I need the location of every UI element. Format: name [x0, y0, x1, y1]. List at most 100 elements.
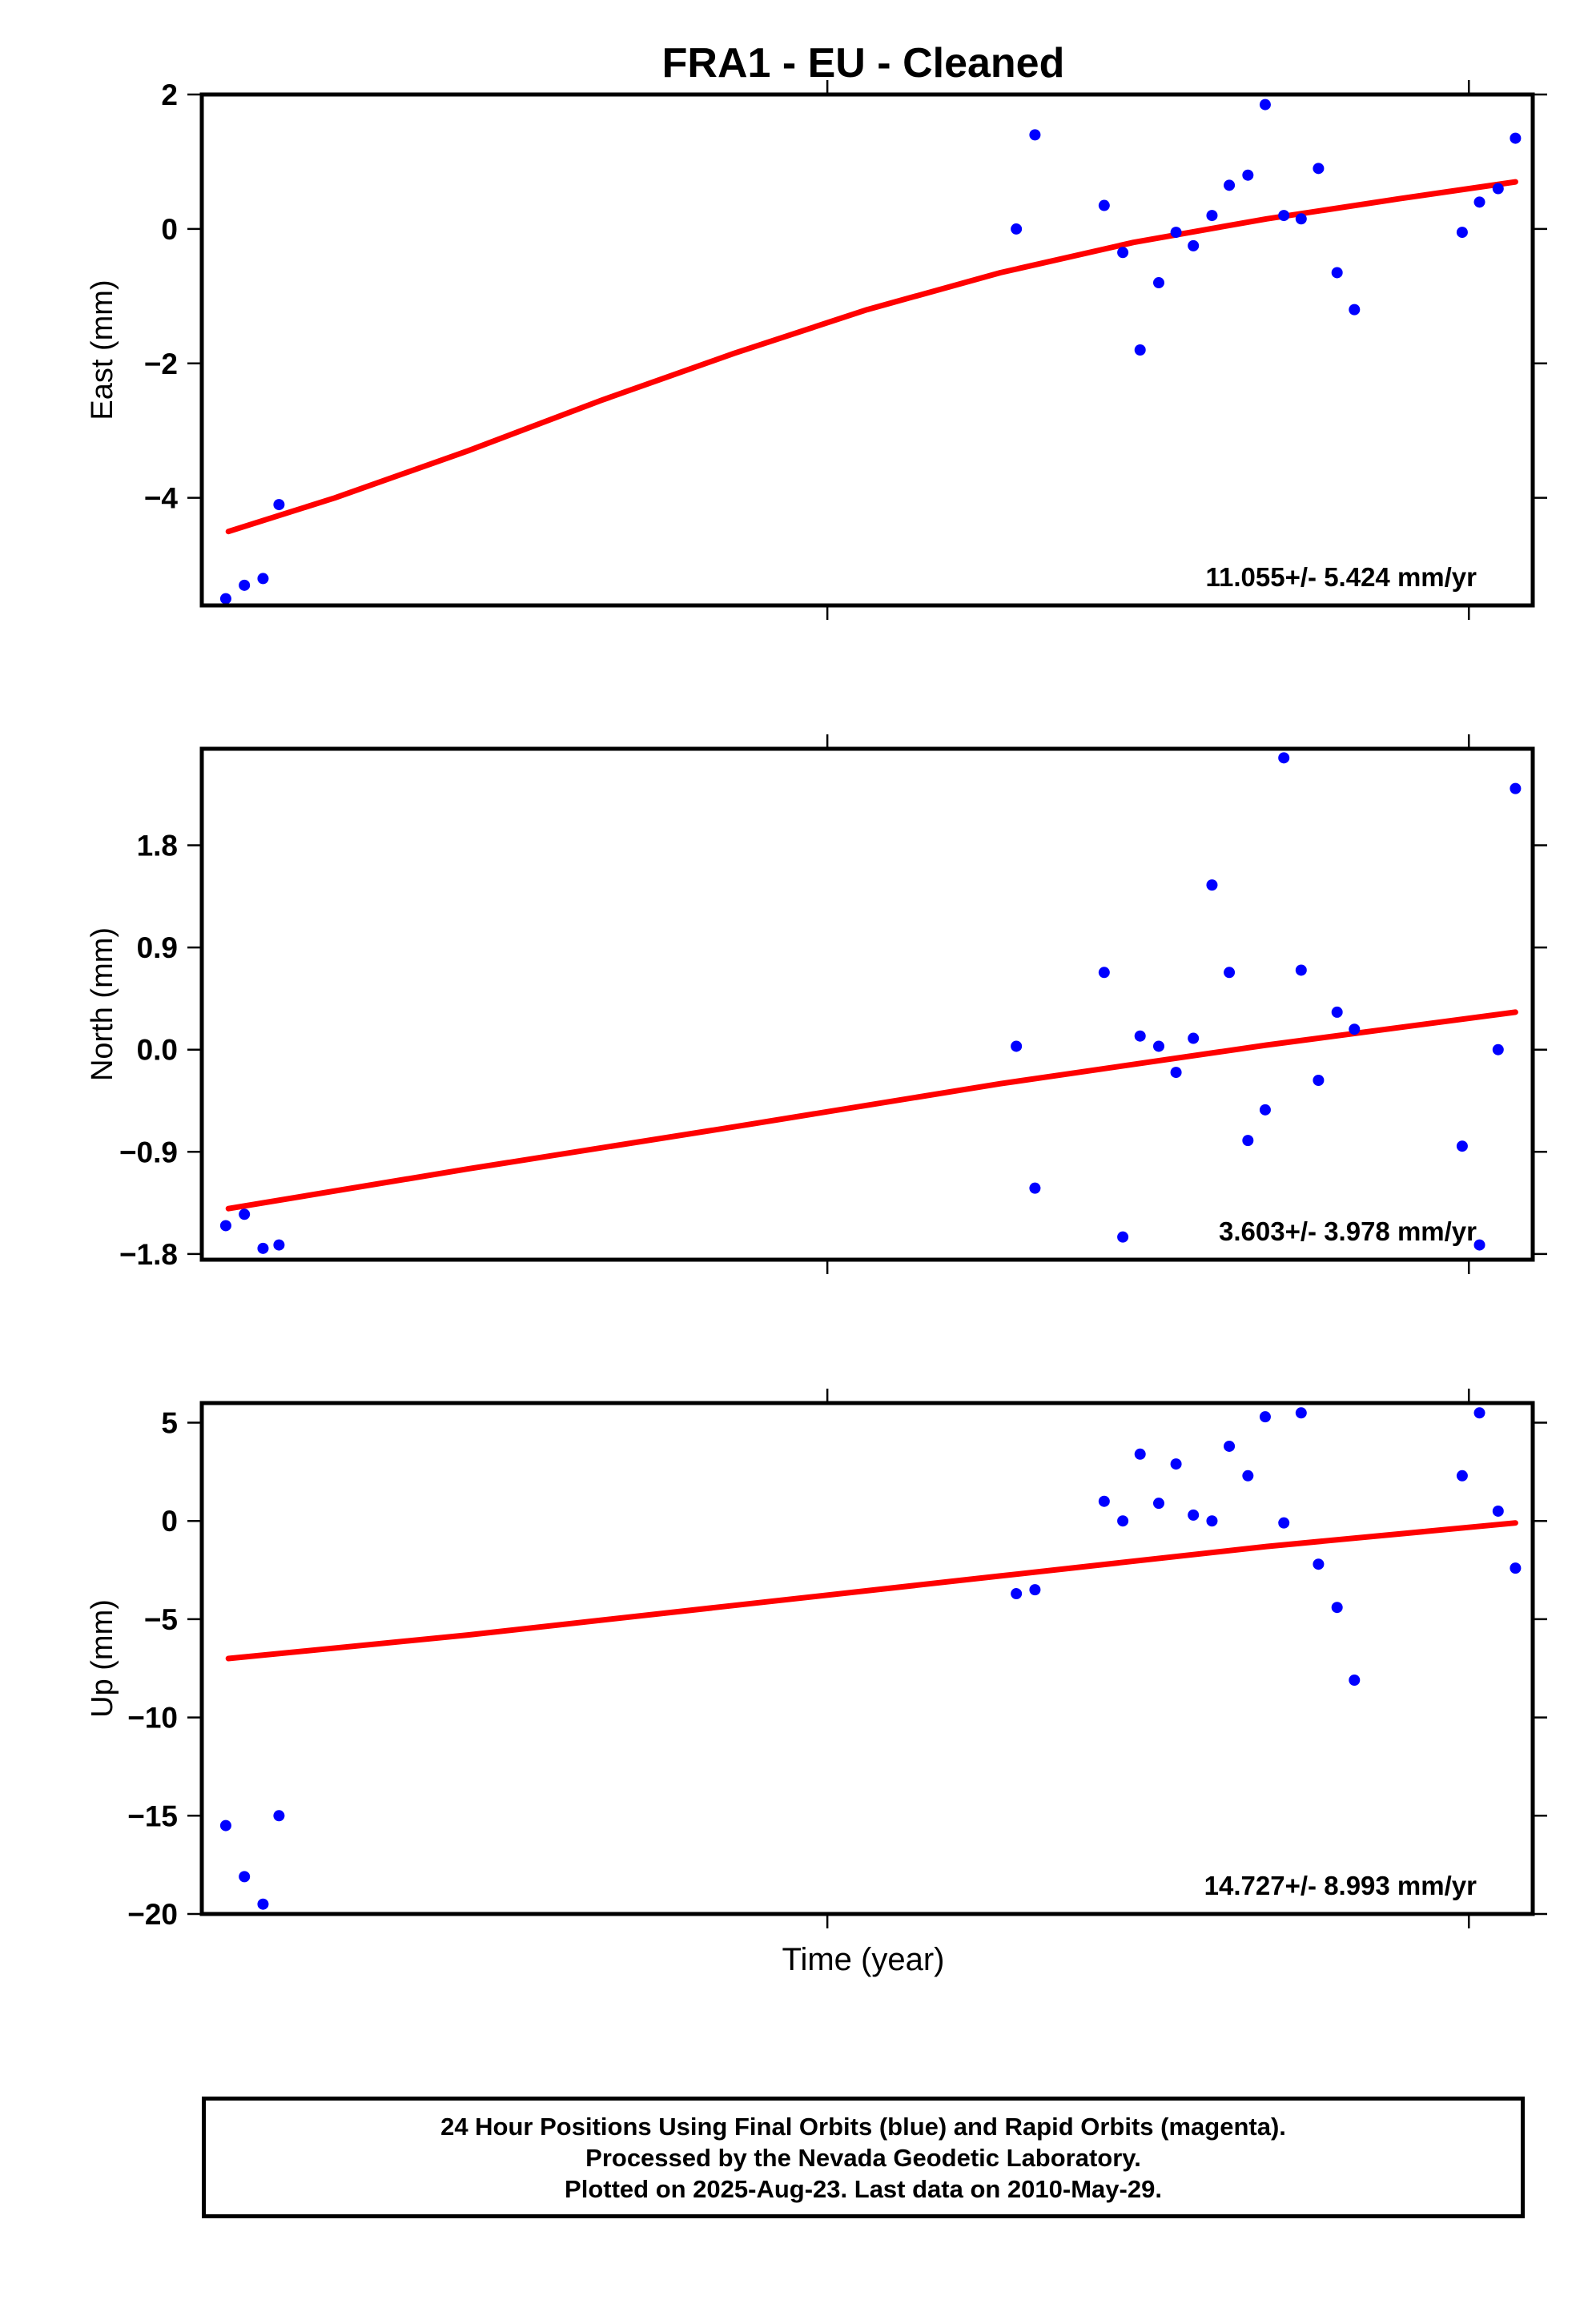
rate-label: 14.727+/- 8.993 mm/yr [1204, 1871, 1477, 1900]
data-point [1011, 1040, 1023, 1052]
y-tick-label: 2 [161, 78, 178, 111]
data-point [219, 1220, 231, 1232]
data-point [1473, 1239, 1485, 1251]
data-point [1313, 1558, 1325, 1570]
data-point [1259, 99, 1271, 111]
data-point [1152, 277, 1164, 289]
data-point [1134, 344, 1146, 356]
data-point [1295, 964, 1307, 976]
y-axis-label: East (mm) [86, 279, 119, 420]
fit-line [225, 179, 1518, 535]
rate-label: 3.603+/- 3.978 mm/yr [1219, 1216, 1477, 1246]
data-point [1349, 1023, 1361, 1035]
y-tick-label: −0.9 [119, 1136, 178, 1168]
data-point [1349, 1674, 1361, 1686]
data-point [239, 579, 251, 591]
data-point [1224, 1440, 1236, 1452]
data-point [1456, 1140, 1468, 1152]
rate-label: 11.055+/- 5.424 mm/yr [1205, 562, 1477, 592]
data-point [1152, 1040, 1164, 1052]
data-point [1170, 1067, 1182, 1079]
y-tick-label: 5 [161, 1407, 178, 1440]
footer-line-3: Plotted on 2025-Aug-23. Last data on 201… [565, 2174, 1162, 2203]
data-point [1473, 1407, 1485, 1419]
y-tick-label: −4 [144, 482, 179, 515]
data-point [1029, 129, 1041, 141]
data-point [1259, 1411, 1271, 1423]
data-point [1492, 183, 1504, 195]
data-point [1331, 1006, 1343, 1018]
data-point [273, 1810, 285, 1822]
data-point [1510, 782, 1522, 794]
y-tick-label: −10 [127, 1702, 178, 1735]
data-point [1456, 1470, 1468, 1482]
data-point [1259, 1104, 1271, 1116]
panel-up: 5 0 −5 −10 −15 −20 Up (mm) 14.727+/- 8.993 mm/y… [86, 1389, 1547, 1931]
y-tick-label: 0 [161, 213, 178, 246]
data-point [1098, 967, 1110, 979]
data-point [1278, 752, 1290, 764]
data-point [273, 499, 285, 511]
data-point [1206, 210, 1218, 222]
y-tick-label: −5 [144, 1603, 178, 1636]
data-point [257, 1242, 269, 1254]
panel-north: 1.8 0.9 0.0 −0.9 −1.8 North (mm) 3.603+/- 3.97… [86, 734, 1547, 1274]
data-point [1492, 1043, 1504, 1055]
data-point [1295, 213, 1307, 225]
data-point [219, 1819, 231, 1831]
data-point [1098, 1495, 1110, 1507]
data-point [1313, 163, 1325, 175]
data-point [1188, 1509, 1200, 1521]
data-point [1295, 1407, 1307, 1419]
panel-frame [199, 1401, 1535, 1916]
y-tick-label: 0.9 [137, 931, 178, 964]
panel-frame [199, 92, 1535, 608]
data-point [1242, 1135, 1254, 1147]
data-point [1117, 1515, 1129, 1527]
data-point [1242, 169, 1254, 181]
x-axis-label: Time (year) [782, 1942, 945, 1977]
data-point [1278, 1517, 1290, 1529]
data-point [1134, 1448, 1146, 1460]
data-point [1331, 1602, 1343, 1614]
data-point [1117, 1231, 1129, 1243]
data-point [1152, 1498, 1164, 1510]
data-point [219, 593, 231, 605]
data-point [1349, 304, 1361, 316]
fit-line [225, 1520, 1518, 1662]
data-point [1278, 210, 1290, 222]
y-tick-label: −2 [144, 348, 178, 380]
footer-line-2: Processed by the Nevada Geodetic Laborat… [585, 2143, 1141, 2172]
data-point [1170, 1458, 1182, 1470]
data-point [1242, 1470, 1254, 1482]
data-point [1224, 179, 1236, 191]
panel-east: 2 0 −2 −4 East (mm) 11.055+/- 5.424 mm/yr [86, 78, 1547, 620]
footer-line-1: 24 Hour Positions Using Final Orbits (bl… [440, 2112, 1286, 2141]
data-point [1188, 1032, 1200, 1044]
data-point [1117, 247, 1129, 259]
data-point [257, 1898, 269, 1910]
y-axis-label: North (mm) [86, 927, 119, 1081]
y-tick-label: −20 [127, 1898, 178, 1931]
data-point [1331, 267, 1343, 279]
panel-frame [199, 746, 1535, 1262]
data-point [1011, 1588, 1023, 1600]
data-point [273, 1239, 285, 1251]
data-point [257, 573, 269, 585]
data-point [1011, 223, 1023, 235]
y-tick-label: 1.8 [137, 830, 178, 862]
data-point [239, 1871, 251, 1883]
y-tick-label: −15 [127, 1799, 178, 1832]
y-tick-label: 0.0 [137, 1034, 178, 1067]
y-tick-label: −1.8 [119, 1238, 178, 1271]
data-point [1170, 227, 1182, 239]
data-point [1510, 1562, 1522, 1574]
data-point [1029, 1182, 1041, 1194]
data-point [1206, 1515, 1218, 1527]
footer-box: 24 Hour Positions Using Final Orbits (bl… [202, 2097, 1525, 2218]
data-point [1510, 132, 1522, 144]
fit-line [225, 1009, 1518, 1212]
data-point [1188, 239, 1200, 251]
data-point [1098, 199, 1110, 211]
